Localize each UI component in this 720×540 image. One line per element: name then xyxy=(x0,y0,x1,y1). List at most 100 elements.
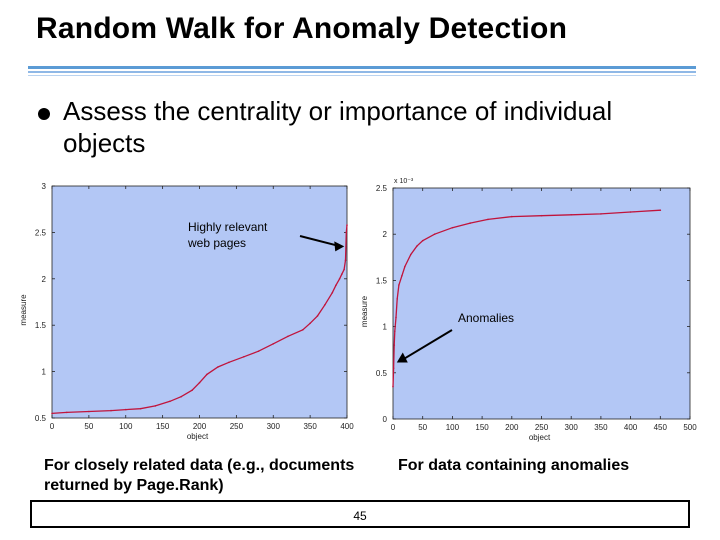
chart1-data-point xyxy=(302,329,304,331)
chart1-y-tick-label: 3 xyxy=(42,182,47,191)
chart1-annotation-arrowhead xyxy=(334,241,345,252)
chart2-y-axis-label: measure xyxy=(360,295,369,327)
chart2-y-tick-label: 2 xyxy=(383,230,388,239)
chart1-x-tick-label: 300 xyxy=(267,422,281,431)
chart2-annotation-arrowhead xyxy=(396,352,408,363)
chart1-x-tick-label: 50 xyxy=(84,422,93,431)
title-underline-2 xyxy=(28,71,696,73)
chart2-data-point xyxy=(395,316,397,319)
chart1-data-point xyxy=(341,273,343,276)
chart1-data-point xyxy=(345,231,348,234)
chart1-y-tick-label: 0.5 xyxy=(35,414,47,423)
chart1-annotation-line1: Highly relevant xyxy=(188,220,268,234)
chart1-data-point xyxy=(287,335,289,338)
chart1-data-point xyxy=(243,356,245,358)
chart1-data-point xyxy=(346,224,348,226)
chart2-data-point xyxy=(392,367,395,370)
chart2-x-tick-label: 250 xyxy=(535,423,549,432)
chart1-data-point xyxy=(51,412,53,415)
chart1-data-point xyxy=(139,407,142,410)
chart2-y-tick-label: 2.5 xyxy=(376,184,388,193)
chart2-y-tick-label: 1 xyxy=(383,323,388,332)
chart1-data-point xyxy=(272,343,275,345)
chart2-y-multiplier: x 10⁻³ xyxy=(394,178,414,185)
caption-right: For data containing anomalies xyxy=(398,457,630,474)
chart1-y-axis-label: measure xyxy=(19,294,28,326)
chart2-data-point xyxy=(487,218,489,221)
chart2-data-point xyxy=(540,214,543,217)
chart2-y-tick-label: 0 xyxy=(383,415,388,424)
chart2-data-point xyxy=(433,233,436,235)
chart1-data-point xyxy=(316,315,319,317)
chart2-x-axis-label: object xyxy=(529,433,551,442)
chart2-plot-area xyxy=(392,187,691,420)
title-underline-3 xyxy=(28,75,696,76)
bullet-text: Assess the centrality or importance of i… xyxy=(63,96,613,158)
chart1-data-point xyxy=(154,405,157,407)
chart1-annotation-line2: web pages xyxy=(187,236,246,250)
chart2-data-point xyxy=(511,215,513,218)
chart1-data-point xyxy=(180,395,182,398)
chart1-y-tick-label: 1.5 xyxy=(35,321,47,330)
chart1-x-axis-label: object xyxy=(187,432,209,441)
chart1-x-tick-label: 0 xyxy=(50,422,55,431)
chart1-data-point xyxy=(257,350,260,353)
chart2-y-tick-label: 0.5 xyxy=(376,369,388,378)
chart2-x-tick-label: 350 xyxy=(594,423,608,432)
title-underline xyxy=(28,66,696,69)
chart1-x-tick-label: 100 xyxy=(119,422,133,431)
chart2-x-tick-label: 500 xyxy=(683,423,697,432)
chart2-data-point xyxy=(410,253,412,256)
chart2-data-point xyxy=(394,330,396,333)
bullet-icon xyxy=(38,108,50,120)
chart1-data-point xyxy=(66,411,68,414)
chart1-data-point xyxy=(343,268,345,271)
chart1-annotation-arrow xyxy=(299,235,341,248)
chart1-data-point xyxy=(191,389,193,392)
chart1-data-point xyxy=(331,291,334,294)
slide-title: Random Walk for Anomaly Detection xyxy=(36,12,568,45)
chart2-data-point xyxy=(393,344,396,346)
chart2-data-point xyxy=(392,385,394,388)
chart1-x-tick-label: 150 xyxy=(156,422,170,431)
chart1-data-point xyxy=(169,400,171,403)
chart1-data-point xyxy=(198,381,201,384)
chart2-annotation-label: Anomalies xyxy=(458,311,514,325)
chart1-data-point xyxy=(335,284,337,287)
chart2-series-line xyxy=(392,209,661,387)
footer-box: 45 xyxy=(30,500,690,528)
chart1-data-point xyxy=(324,304,326,306)
chart1-data-point xyxy=(344,259,347,262)
chart1-y-tick-label: 1 xyxy=(42,368,47,377)
chart2-x-tick-label: 450 xyxy=(654,423,668,432)
chart1-data-point xyxy=(110,409,112,412)
chart1-data-point xyxy=(217,366,219,368)
chart1-data-point xyxy=(309,322,311,325)
chart1-x-tick-label: 350 xyxy=(303,422,317,431)
chart2-x-tick-label: 300 xyxy=(565,423,579,432)
chart2-data-point xyxy=(398,284,400,286)
chart2-x-tick-label: 50 xyxy=(418,423,427,432)
chart2-x-tick-label: 0 xyxy=(391,423,396,432)
chart1-data-point xyxy=(228,361,230,364)
chart2-data-point xyxy=(570,214,572,216)
chart2-x-tick-label: 200 xyxy=(505,423,519,432)
chart1-data-point xyxy=(206,373,208,376)
chart2-annotation-arrow xyxy=(402,329,453,361)
chart2-y-tick-label: 1.5 xyxy=(376,276,388,285)
chart2-data-point xyxy=(629,211,632,213)
chart2-data-point xyxy=(396,298,399,300)
chart2-data-point xyxy=(421,239,424,242)
chart2-data-point xyxy=(451,226,454,229)
chart2-data-point xyxy=(404,265,406,268)
page-number: 45 xyxy=(353,509,367,523)
chart2-data-point xyxy=(659,209,662,211)
chart1-x-tick-label: 400 xyxy=(340,422,354,431)
chart1-x-tick-label: 250 xyxy=(230,422,244,431)
chart2-x-tick-label: 100 xyxy=(446,423,460,432)
chart1-x-tick-label: 200 xyxy=(193,422,207,431)
chart2-data-point xyxy=(416,245,418,247)
chart2-data-point xyxy=(401,275,403,277)
chart1-data-point xyxy=(88,410,90,413)
